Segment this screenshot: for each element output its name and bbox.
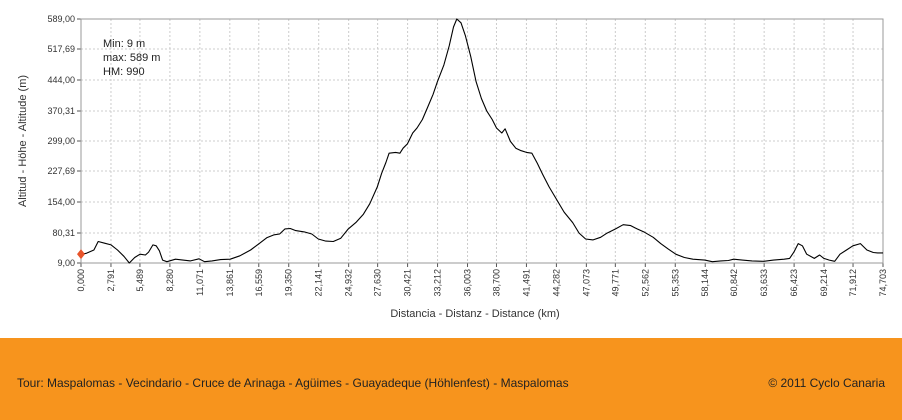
stat-max: max: 589 m <box>103 52 160 64</box>
x-tick-label: 44,282 <box>551 269 561 297</box>
x-tick-label: 16,559 <box>254 269 264 297</box>
x-tick-label: 0,000 <box>76 269 86 292</box>
x-tick-label: 49,771 <box>610 269 620 297</box>
y-tick-label: 154,00 <box>47 197 75 207</box>
elevation-chart: 9,00 80,31 154,00 227,69 299,00 370,31 444,00 5… <box>0 0 902 338</box>
x-tick-label: 5,489 <box>135 269 145 292</box>
x-tick-label: 63,633 <box>759 269 769 297</box>
x-tick-label: 27,630 <box>373 269 383 297</box>
x-tick-label: 2,791 <box>106 269 116 292</box>
y-tick-label: 80,31 <box>52 228 75 238</box>
x-tick-label: 69,214 <box>819 269 829 297</box>
y-tick-label: 227,69 <box>47 166 75 176</box>
x-tick-label: 36,003 <box>463 269 473 297</box>
x-tick-label: 74,703 <box>878 269 888 297</box>
axes <box>77 18 884 267</box>
stat-hm: HM: 990 <box>103 66 145 78</box>
y-tick-label: 589,00 <box>47 14 75 24</box>
series-layer <box>77 18 883 264</box>
plot-border <box>80 18 884 264</box>
x-tick-label: 47,073 <box>581 269 591 297</box>
y-tick-labels: 9,00 80,31 154,00 227,69 299,00 370,31 444,00 5… <box>47 14 75 268</box>
x-tick-label: 52,562 <box>640 269 650 297</box>
x-tick-label: 38,700 <box>491 269 501 297</box>
x-tick-label: 8,280 <box>165 269 175 292</box>
x-tick-label: 30,421 <box>403 269 413 297</box>
y-tick-label: 370,31 <box>47 106 75 116</box>
chart-background <box>0 0 902 338</box>
x-tick-label: 24,932 <box>344 269 354 297</box>
x-axis-title: Distancia - Distanz - Distance (km) <box>390 308 559 320</box>
y-tick-label: 444,00 <box>47 75 75 85</box>
stat-min: Min: 9 m <box>103 38 145 50</box>
y-tick-label: 517,69 <box>47 44 75 54</box>
tour-description: Tour: Maspalomas - Vecindario - Cruce de… <box>17 376 569 390</box>
elevation-line <box>80 18 883 264</box>
x-tick-label: 60,842 <box>729 269 739 297</box>
x-tick-label: 71,912 <box>848 269 858 297</box>
x-tick-label: 19,350 <box>284 269 294 297</box>
x-tick-label: 55,353 <box>670 269 680 297</box>
x-tick-label: 58,144 <box>700 269 710 297</box>
start-marker <box>77 249 85 260</box>
x-tick-label: 11,071 <box>195 269 205 296</box>
x-tick-label: 33,212 <box>433 269 443 297</box>
x-tick-label: 66,423 <box>789 269 799 297</box>
x-tick-label: 13,861 <box>225 269 235 297</box>
y-tick-label: 9,00 <box>57 258 75 268</box>
x-tick-label: 41,491 <box>521 269 531 297</box>
y-axis-title: Altitud - Höhe - Altitude (m) <box>17 75 29 207</box>
x-tick-labels: 0,000 2,791 5,489 8,280 11,071 13,861 16,559 19… <box>76 269 888 297</box>
y-tick-label: 299,00 <box>47 136 75 146</box>
copyright-text: © 2011 Cyclo Canaria <box>768 376 885 390</box>
footer-bar: Tour: Maspalomas - Vecindario - Cruce de… <box>0 338 902 420</box>
x-tick-label: 22,141 <box>314 269 324 297</box>
